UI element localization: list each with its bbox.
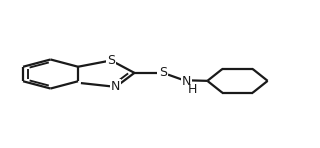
Text: N: N [111,80,120,93]
Text: S: S [159,66,167,79]
Text: H: H [188,83,197,96]
Text: S: S [107,54,115,67]
Text: N: N [182,75,191,88]
